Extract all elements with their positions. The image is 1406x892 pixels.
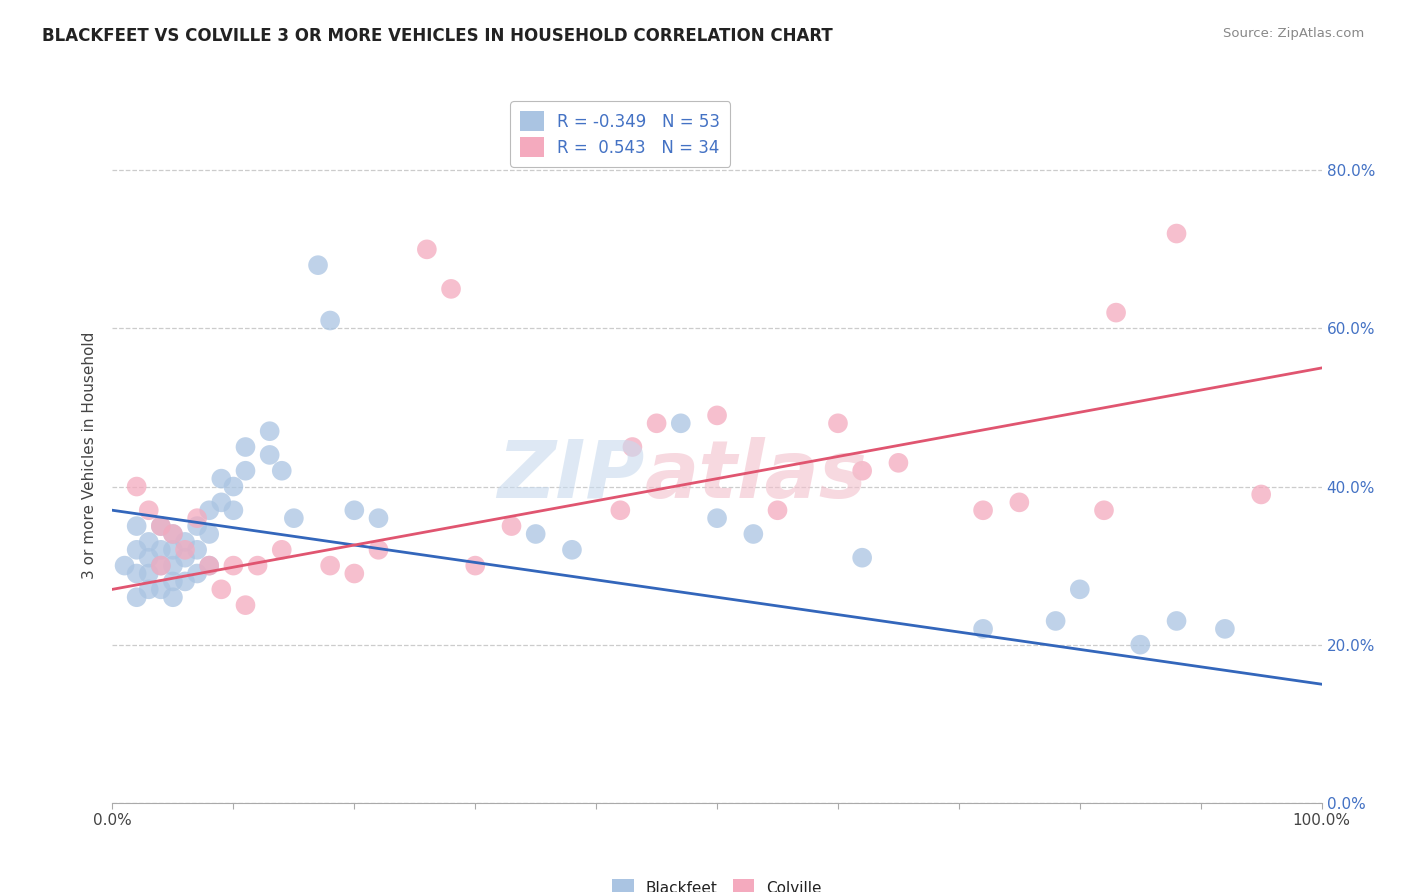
Point [851, 464, 873, 478]
Point [125, 566, 148, 581]
Point [198, 558, 221, 573]
Point [222, 503, 245, 517]
Point [343, 566, 366, 581]
Point [186, 566, 208, 581]
Point [283, 511, 305, 525]
Point [125, 591, 148, 605]
Point [972, 622, 994, 636]
Point [125, 519, 148, 533]
Point [367, 542, 389, 557]
Point [343, 503, 366, 517]
Point [307, 258, 329, 272]
Point [367, 511, 389, 525]
Point [114, 558, 136, 573]
Point [645, 417, 668, 431]
Point [1250, 487, 1272, 501]
Point [887, 456, 910, 470]
Point [125, 542, 148, 557]
Point [1213, 622, 1236, 636]
Point [125, 479, 148, 493]
Point [149, 519, 172, 533]
Point [609, 503, 631, 517]
Point [706, 409, 728, 423]
Text: ZIP: ZIP [498, 437, 644, 515]
Point [246, 558, 269, 573]
Point [222, 558, 245, 573]
Point [259, 448, 281, 462]
Point [162, 542, 184, 557]
Point [198, 558, 221, 573]
Point [198, 527, 221, 541]
Point [209, 495, 232, 509]
Point [464, 558, 486, 573]
Point [235, 464, 257, 478]
Point [138, 582, 160, 597]
Point [319, 558, 342, 573]
Point [1166, 227, 1188, 241]
Point [174, 550, 197, 565]
Text: BLACKFEET VS COLVILLE 3 OR MORE VEHICLES IN HOUSEHOLD CORRELATION CHART: BLACKFEET VS COLVILLE 3 OR MORE VEHICLES… [42, 27, 832, 45]
Point [235, 440, 257, 454]
Point [149, 558, 172, 573]
Point [174, 574, 197, 589]
Text: atlas: atlas [644, 437, 868, 515]
Point [1092, 503, 1115, 517]
Point [524, 527, 547, 541]
Point [149, 558, 172, 573]
Point [138, 534, 160, 549]
Point [209, 582, 232, 597]
Point [138, 503, 160, 517]
Point [162, 574, 184, 589]
Point [1045, 614, 1067, 628]
Point [561, 542, 583, 557]
Point [186, 542, 208, 557]
Point [162, 591, 184, 605]
Point [209, 472, 232, 486]
Point [270, 464, 292, 478]
Point [149, 582, 172, 597]
Point [259, 424, 281, 438]
Point [138, 550, 160, 565]
Point [162, 527, 184, 541]
Point [1069, 582, 1091, 597]
Point [270, 542, 292, 557]
Point [138, 566, 160, 581]
Point [827, 417, 849, 431]
Point [621, 440, 644, 454]
Point [1166, 614, 1188, 628]
Point [186, 511, 208, 525]
Point [669, 417, 692, 431]
Point [706, 511, 728, 525]
Point [1105, 305, 1128, 319]
Point [222, 479, 245, 493]
Text: Source: ZipAtlas.com: Source: ZipAtlas.com [1223, 27, 1364, 40]
Point [416, 243, 439, 257]
Point [186, 519, 208, 533]
Point [149, 519, 172, 533]
Point [162, 527, 184, 541]
Point [174, 534, 197, 549]
Point [319, 313, 342, 327]
Point [766, 503, 789, 517]
Point [851, 550, 873, 565]
Point [149, 542, 172, 557]
Legend: Blackfeet, Colville: Blackfeet, Colville [606, 873, 828, 892]
Point [235, 598, 257, 612]
Point [162, 558, 184, 573]
Point [174, 542, 197, 557]
Point [972, 503, 994, 517]
Point [440, 282, 463, 296]
Point [1008, 495, 1031, 509]
Point [198, 503, 221, 517]
Point [742, 527, 765, 541]
Point [1129, 638, 1152, 652]
Point [501, 519, 523, 533]
Y-axis label: 3 or more Vehicles in Household: 3 or more Vehicles in Household [82, 331, 97, 579]
